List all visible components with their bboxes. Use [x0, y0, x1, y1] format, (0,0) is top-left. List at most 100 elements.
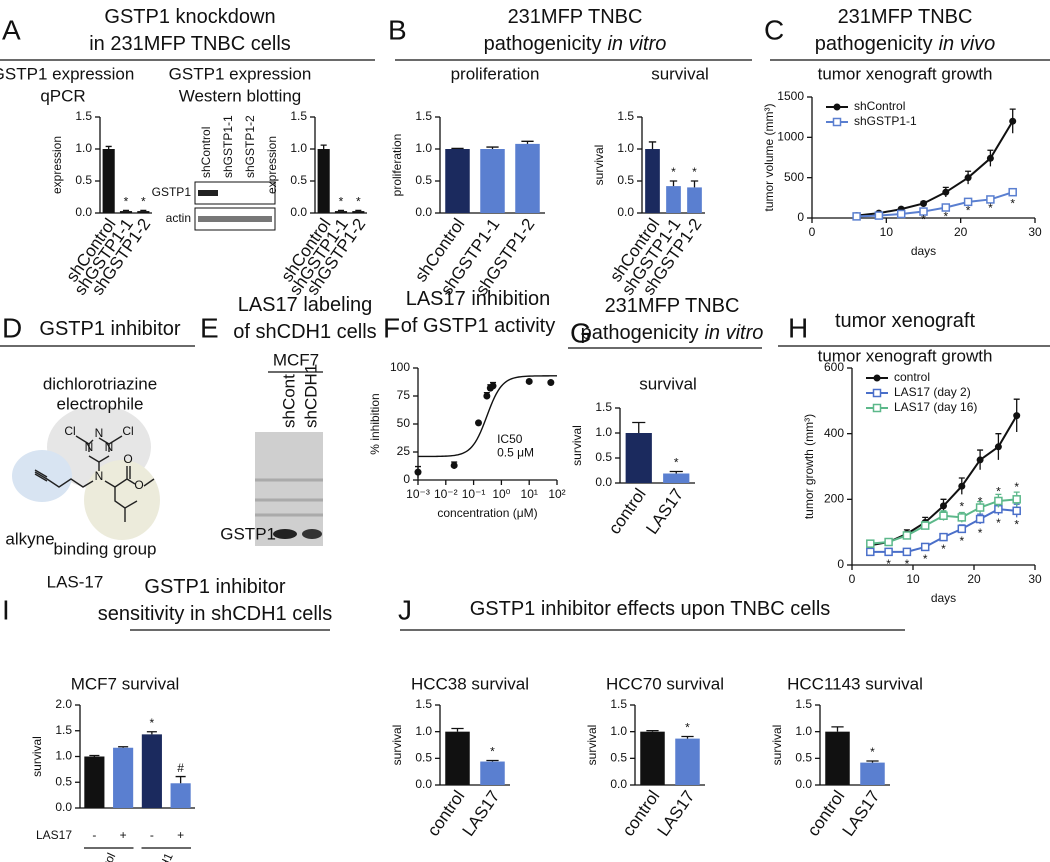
atom: N [105, 440, 114, 454]
y-tick-label: 0.0 [75, 205, 92, 219]
data-point [547, 379, 555, 387]
significance-marker: * [1014, 518, 1019, 532]
error-bar [140, 209, 147, 212]
title-segment: 231MFP TNBC [605, 295, 740, 317]
y-axis-label: proliferation [390, 134, 404, 197]
chart-title: HCC38 survival [411, 674, 529, 693]
data-point [958, 482, 966, 490]
x-tick-label: 10⁰ [492, 487, 510, 501]
title-segment: GSTP1 inhibitor effects upon TNBC cells [470, 598, 831, 620]
error-bar [486, 759, 499, 762]
y-tick-label: 75 [397, 388, 411, 402]
error-bar [648, 141, 657, 149]
gel-image [255, 432, 323, 546]
bar [645, 149, 660, 213]
x-tick-label: 10⁻¹ [462, 487, 486, 501]
y-tick-label: 1500 [777, 89, 804, 103]
error-bar [866, 760, 879, 763]
y-axis-label: expression [265, 136, 279, 194]
panel-label: J [398, 594, 412, 625]
data-point [957, 524, 967, 534]
significance-marker: * [996, 485, 1001, 499]
bar [352, 211, 365, 213]
significance-marker: * [490, 745, 495, 759]
legend-marker [873, 374, 881, 382]
y-tick-label: 0.5 [595, 450, 612, 464]
y-tick-label: 0.5 [415, 751, 432, 765]
error-bar [669, 180, 678, 187]
legend-label: shGSTP1-1 [854, 114, 917, 128]
y-axis-label: survival [390, 725, 404, 766]
lane-label: shControl [199, 127, 213, 178]
significance-marker: * [959, 500, 964, 514]
data-point [940, 502, 947, 510]
y-tick-label: 200 [824, 492, 844, 506]
bar [113, 747, 134, 808]
data-point [1012, 495, 1021, 504]
y-tick-label: 1.0 [795, 724, 812, 738]
data-point [896, 209, 906, 219]
chart-title: proliferation [451, 64, 540, 83]
error-bar [451, 147, 464, 150]
x-tick-label: + [177, 828, 184, 842]
y-axis-label: % inhibition [368, 393, 382, 454]
legend-label: shControl [854, 99, 905, 113]
y-tick-label: 50 [397, 416, 411, 430]
x-tick-label: 0 [809, 225, 816, 239]
y-axis-label: survival [585, 725, 599, 766]
panel-title: LAS17 labeling [238, 294, 373, 316]
band-label: GSTP1 [220, 524, 276, 543]
x-tick-label: 20 [954, 225, 968, 239]
error-bar [175, 775, 186, 784]
x-tick-label: 10⁻³ [406, 487, 430, 501]
legend-marker [832, 117, 842, 127]
error-bar [451, 727, 464, 732]
data-point [902, 547, 912, 557]
title-segment: pathogenicity [484, 33, 602, 55]
bar [663, 473, 690, 483]
x-tick-label: 20 [967, 572, 981, 586]
data-point [975, 503, 985, 512]
y-tick-label: 0.5 [610, 751, 627, 765]
y-tick-label: 1.0 [55, 749, 72, 763]
y-axis-label: survival [592, 145, 606, 186]
chart-title: qPCR [40, 86, 85, 105]
chart-title: GSTP1 expression [0, 64, 134, 83]
data-point [986, 154, 994, 162]
panel-label: A [2, 14, 21, 45]
title-segment: sensitivity in shCDH1 cells [98, 603, 333, 625]
significance-marker: * [905, 557, 910, 571]
bar [317, 149, 330, 213]
legend-marker [872, 388, 882, 398]
row-label: LAS17 [36, 828, 72, 842]
data-point [957, 513, 967, 522]
y-tick-label: 1.0 [415, 724, 432, 738]
significance-marker: * [674, 456, 679, 470]
atom: N [95, 469, 104, 483]
y-tick-label: 1.5 [415, 109, 432, 123]
bar [137, 211, 150, 213]
chart-title: HCC70 survival [606, 674, 724, 693]
y-tick-label: 1.5 [290, 109, 307, 123]
bar [687, 187, 702, 213]
bar [334, 211, 348, 213]
x-tick-label: 0 [849, 572, 856, 586]
x-tick-label: LAS17 [459, 787, 504, 840]
structure-label: dichlorotriazine [43, 374, 157, 393]
y-tick-label: 0.5 [75, 173, 92, 187]
bar [141, 734, 162, 808]
data-point [884, 537, 893, 547]
data-point [963, 197, 973, 207]
bar [445, 731, 470, 785]
significance-marker: * [1014, 480, 1019, 494]
bar [625, 433, 652, 483]
y-tick-label: 0.0 [55, 800, 72, 814]
y-tick-label: 2.0 [55, 697, 72, 711]
significance-marker: * [870, 745, 875, 759]
annotation: 0.5 μM [497, 445, 534, 459]
panel-title: pathogenicity in vitro [581, 322, 764, 344]
bar [102, 149, 115, 213]
panel-title: GSTP1 inhibitor [39, 318, 181, 340]
legend-label: LAS17 (day 16) [894, 400, 977, 414]
